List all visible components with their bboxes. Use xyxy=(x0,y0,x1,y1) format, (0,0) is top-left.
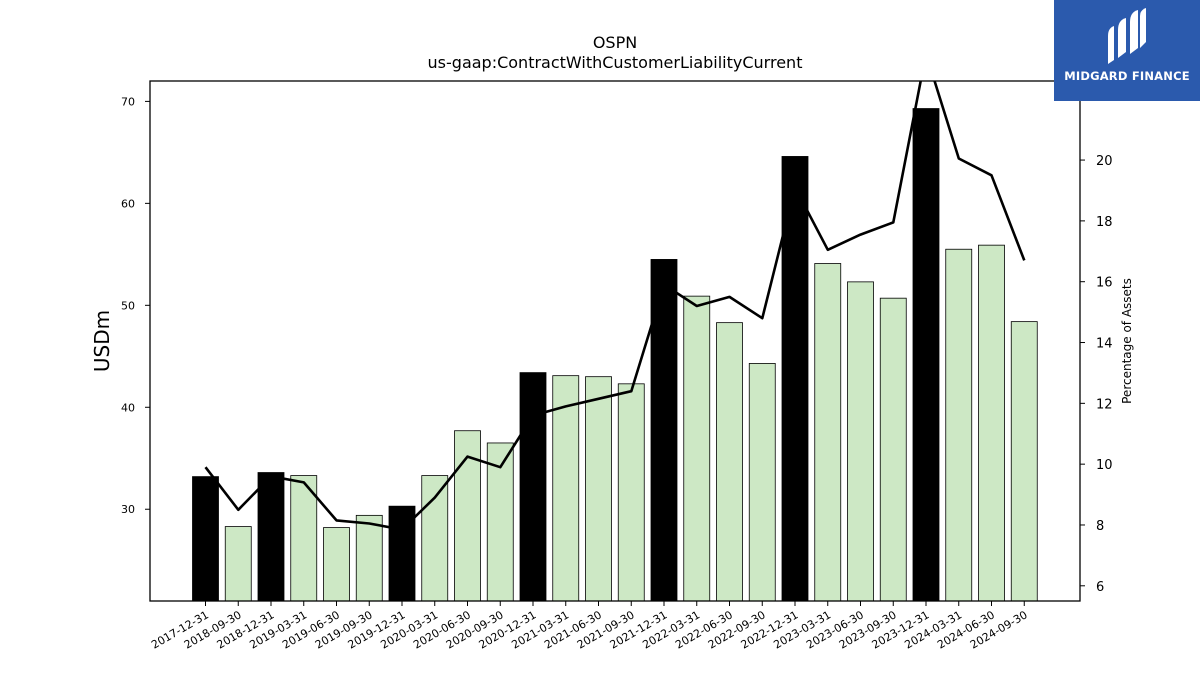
y-right-tick-label: 8 xyxy=(1096,519,1104,534)
bar-series xyxy=(192,108,1038,602)
y-tick-label: 60 xyxy=(121,197,135,210)
bar-2021-06-30 xyxy=(585,376,612,602)
y-right-tick-label: 10 xyxy=(1096,458,1113,473)
bar-2023-09-30 xyxy=(879,297,907,602)
y-axis-left: 30 40 50 60 70 xyxy=(121,95,150,516)
x-axis: 2017-12-312018-09-302018-12-312019-03-31… xyxy=(149,601,1030,652)
percentage-of-assets-line xyxy=(204,81,1026,531)
y-axis-label-right: Percentage of Assets xyxy=(1120,278,1134,404)
midgard-logo-icon xyxy=(1108,8,1146,64)
bar-2024-09-30 xyxy=(1010,321,1038,602)
y-right-tick-label: 20 xyxy=(1096,154,1113,169)
bar-2023-06-30 xyxy=(847,281,874,602)
y-right-tick-label: 6 xyxy=(1096,580,1104,595)
chart-title: OSPN xyxy=(593,33,637,52)
plot-frame xyxy=(149,80,1081,602)
y-axis-label: USDm xyxy=(90,310,114,372)
bar-2022-03-31 xyxy=(683,295,711,602)
y-right-tick-label: 14 xyxy=(1096,337,1113,352)
chart-subtitle: us-gaap:ContractWithCustomerLiabilityCur… xyxy=(428,53,803,72)
bar-2022-06-30 xyxy=(716,322,743,602)
brand-name: MIDGARD FINANCE xyxy=(1064,69,1190,83)
bar-2019-09-30 xyxy=(355,514,383,602)
y-tick-label: 70 xyxy=(121,95,135,108)
bar-2018-09-30 xyxy=(224,526,252,602)
bar-2024-06-30 xyxy=(978,244,1005,602)
y-tick-label: 50 xyxy=(121,299,135,312)
brand-logo: MIDGARD FINANCE xyxy=(1054,0,1200,101)
bar-2019-06-30 xyxy=(323,527,350,602)
bar-2020-09-30 xyxy=(486,442,514,602)
bar-2017-12-31 xyxy=(192,476,219,602)
line-series xyxy=(204,81,1026,531)
y-tick-label: 40 xyxy=(121,401,135,414)
bar-2018-12-31 xyxy=(257,472,285,602)
bar-2020-03-31 xyxy=(421,475,449,602)
y-right-tick-label: 18 xyxy=(1096,215,1113,230)
bar-2023-03-31 xyxy=(814,263,842,602)
bar-2020-12-31 xyxy=(519,372,547,602)
bar-2024-03-31 xyxy=(945,248,973,602)
y-right-tick-label: 12 xyxy=(1096,397,1113,412)
y-tick-label: 30 xyxy=(121,503,135,516)
bar-2019-03-31 xyxy=(290,475,318,602)
y-axis-right: 6 8 10 12 14 16 18 20 xyxy=(1080,154,1113,595)
bar-2022-09-30 xyxy=(748,363,776,602)
y-right-tick-label: 16 xyxy=(1096,276,1113,291)
bar-2021-09-30 xyxy=(617,383,645,602)
bar-2023-12-31 xyxy=(912,108,940,602)
